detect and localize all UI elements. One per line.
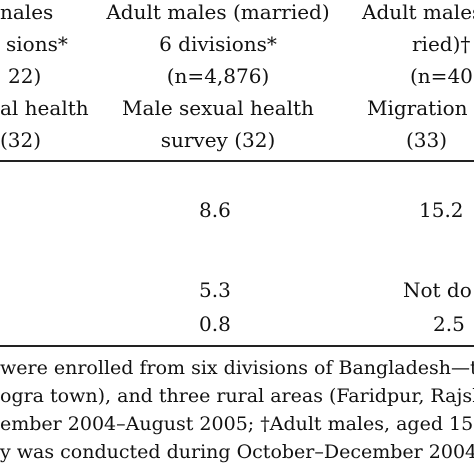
footnote-line3: ember 2004–August 2005; †Adult males, ag… <box>0 413 474 435</box>
row2-col2-value: Not do <box>403 278 472 302</box>
table-bottom-rule <box>0 345 474 347</box>
col1-header-line5: survey (32) <box>160 128 276 152</box>
col2-header-line1: Adult males <box>362 0 474 24</box>
col0-header-line3: 22) <box>8 64 42 88</box>
footnote-line1: were enrolled from six divisions of Bang… <box>0 357 474 379</box>
row2-col1-value: 5.3 <box>199 278 231 302</box>
col2-header-line3: (n=40 <box>410 64 473 88</box>
row1-col1-value: 8.6 <box>199 198 231 222</box>
header-rule <box>0 160 474 162</box>
col0-header-line4: al health <box>0 96 89 120</box>
col0-header-line5: (32) <box>0 128 42 152</box>
row1-col2-value: 15.2 <box>419 198 464 222</box>
col1-header-line2: 6 divisions* <box>159 32 277 56</box>
col2-header-line4: Migration <box>367 96 468 120</box>
col2-header-line2: ried)† <box>412 32 471 56</box>
footnote-line2: ogra town), and three rural areas (Farid… <box>0 385 474 407</box>
col1-header-line4: Male sexual health <box>122 96 314 120</box>
col1-header-line3: (n=4,876) <box>166 64 270 88</box>
col0-header-line1: nales <box>0 0 54 24</box>
row3-col1-value: 0.8 <box>199 312 231 336</box>
footnote-line4: y was conducted during October–December … <box>0 441 474 463</box>
row3-col2-value: 2.5 <box>433 312 465 336</box>
col0-header-line2: sions* <box>6 32 68 56</box>
col2-header-line5: (33) <box>406 128 448 152</box>
col1-header-line1: Adult males (married) <box>106 0 330 24</box>
